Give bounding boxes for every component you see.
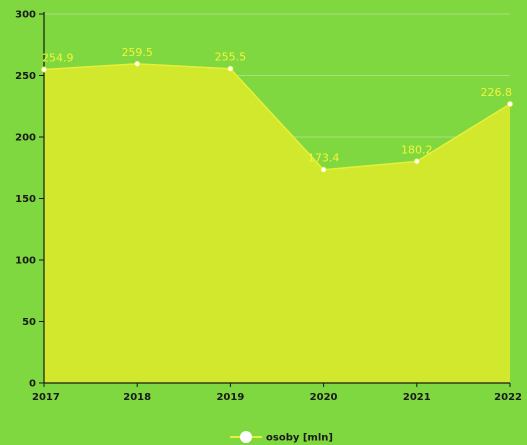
data-point: [41, 66, 48, 73]
x-tick-label: 2021: [403, 392, 431, 403]
legend[interactable]: osoby [mln]: [230, 431, 333, 444]
data-label: 259.5: [121, 46, 153, 59]
data-point: [413, 158, 420, 165]
x-tick-label: 2018: [123, 392, 151, 403]
data-point: [506, 101, 513, 108]
x-tick-label: 2020: [310, 392, 338, 403]
x-tick-label: 2017: [32, 392, 60, 403]
x-tick-label: 2019: [216, 392, 244, 403]
data-label: 226.8: [481, 86, 513, 99]
y-tick-label: 0: [29, 379, 36, 390]
y-tick-label: 250: [15, 71, 36, 82]
series-line-osoby: [43, 63, 511, 171]
data-point: [320, 166, 327, 173]
data-labels: 254.9 259.5 255.5 173.4 180.2 226.8: [42, 46, 512, 165]
legend-marker-icon: [240, 431, 252, 443]
data-label: 173.4: [308, 152, 340, 165]
y-tick-label: 300: [15, 10, 36, 21]
data-points: [41, 60, 513, 173]
y-tick-label: 150: [15, 194, 36, 205]
legend-label: osoby [mln]: [266, 433, 333, 444]
series-area-osoby: [44, 63, 510, 383]
y-tick-label: 50: [22, 317, 36, 328]
y-tick-label: 200: [15, 133, 36, 144]
data-label: 255.5: [215, 51, 247, 64]
data-label: 254.9: [42, 51, 74, 64]
data-label: 180.2: [401, 143, 433, 156]
data-point: [227, 65, 234, 72]
x-tick-label: 2022: [494, 392, 522, 403]
data-point: [134, 60, 141, 67]
x-axis: 2017 2018 2019 2020 2021 2022: [32, 382, 522, 403]
y-tick-label: 100: [15, 256, 36, 267]
y-axis: 0 50 100 150 200 250 300: [15, 10, 45, 390]
